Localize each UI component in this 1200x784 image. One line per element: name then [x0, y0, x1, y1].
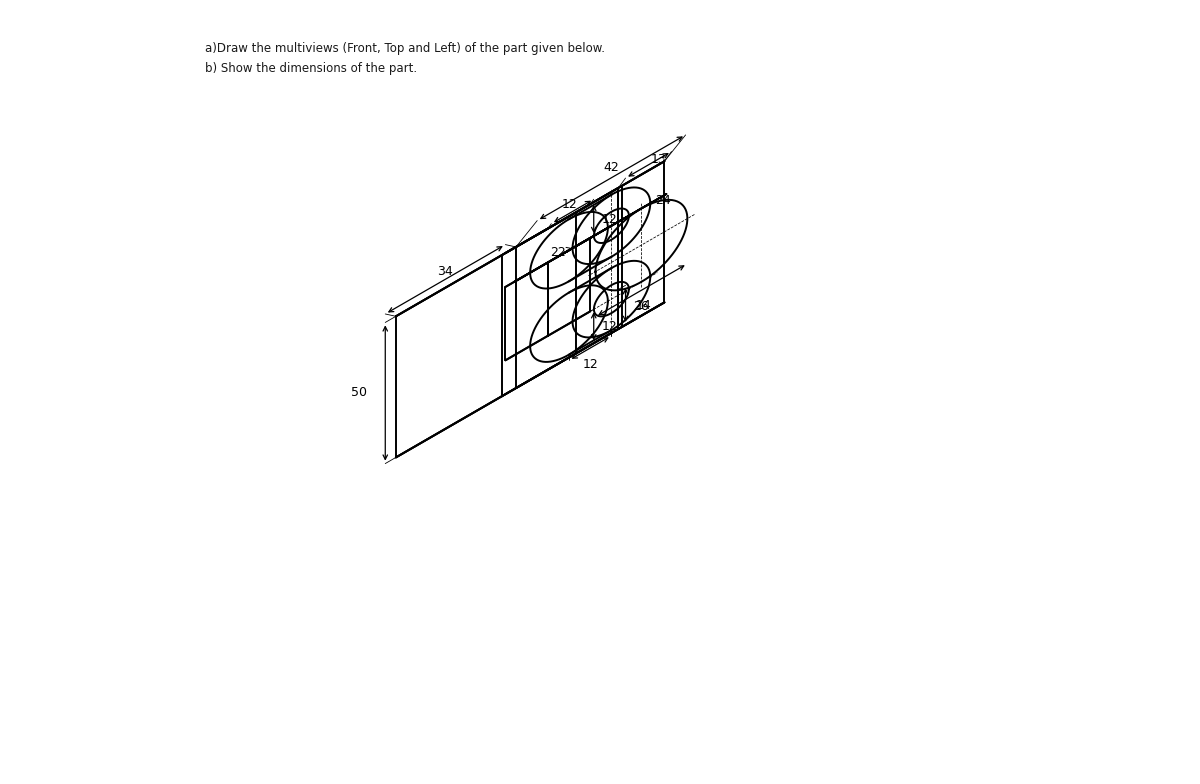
Text: 26: 26 — [634, 300, 649, 314]
Text: 12: 12 — [562, 198, 577, 211]
Text: a)Draw the multiviews (Front, Top and Left) of the part given below.: a)Draw the multiviews (Front, Top and Le… — [205, 42, 605, 55]
Text: 34: 34 — [438, 265, 454, 278]
Text: 42: 42 — [604, 162, 619, 174]
Text: 12: 12 — [601, 320, 618, 332]
Text: 13: 13 — [650, 154, 666, 166]
Text: 50: 50 — [352, 387, 367, 400]
Text: 12: 12 — [582, 358, 598, 371]
Text: 14: 14 — [636, 299, 652, 311]
Text: 24: 24 — [655, 194, 671, 207]
Text: 22: 22 — [550, 245, 571, 259]
Text: b) Show the dimensions of the part.: b) Show the dimensions of the part. — [205, 62, 418, 75]
Text: 12: 12 — [601, 212, 618, 226]
